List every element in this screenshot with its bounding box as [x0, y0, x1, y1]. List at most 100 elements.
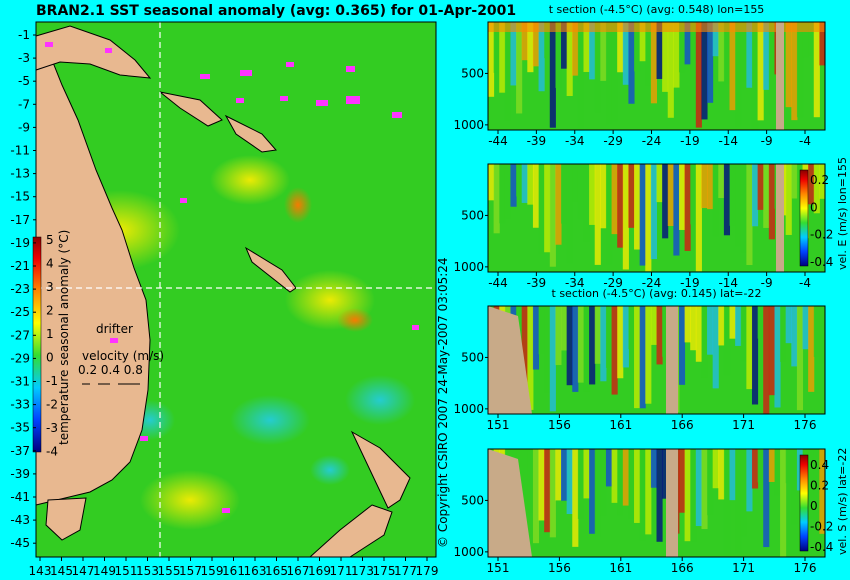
section-stripe	[768, 449, 775, 482]
section-colorbar-tick-label: 0.4	[810, 458, 829, 472]
section-stripe	[656, 164, 663, 203]
map-y-tick-label: -43	[10, 513, 30, 527]
section-stripe	[684, 306, 691, 343]
section-stripe	[645, 449, 652, 535]
section-stripe	[684, 164, 691, 251]
section-stripe	[527, 306, 534, 410]
section-stripe	[740, 22, 747, 82]
section-stripe	[549, 22, 556, 128]
section-stripe	[600, 306, 607, 382]
section-stripe	[538, 164, 545, 254]
section-stripe	[751, 22, 759, 130]
section-stripe	[785, 449, 792, 484]
section-stripe	[701, 164, 708, 209]
drifter-marker	[222, 508, 230, 513]
section-stripe	[589, 449, 596, 534]
section-stripe	[605, 306, 613, 368]
section-stripe	[555, 22, 562, 88]
section-stripe	[628, 306, 635, 350]
section-x-tick-label: 156	[548, 418, 571, 432]
map-y-tick-label: -29	[10, 351, 30, 365]
section-stripe	[605, 449, 613, 487]
drifter-marker	[236, 98, 244, 103]
section-stripe	[583, 449, 590, 499]
section-stripe	[566, 22, 573, 97]
map-y-tick-label: -27	[10, 328, 30, 342]
section-stripe	[712, 22, 719, 57]
section-stripe	[532, 306, 540, 370]
section-stripe	[723, 306, 731, 376]
section-stripe	[622, 164, 629, 270]
section-stripe	[622, 449, 629, 506]
section-stripe	[527, 449, 534, 513]
map-y-tick-label: -37	[10, 444, 30, 458]
section-stripe	[499, 22, 506, 93]
section-stripe	[634, 306, 641, 409]
map-x-tick-label: 163	[244, 564, 267, 578]
section-stripe	[813, 22, 820, 118]
section-x-tick-label: -29	[603, 276, 623, 290]
drifter-marker	[346, 96, 360, 104]
drifter-marker	[45, 42, 53, 47]
map-colorbar-tick-label: -4	[46, 445, 58, 459]
section-stripe	[740, 306, 747, 362]
drifter-marker	[412, 325, 419, 330]
section-stripe	[628, 449, 635, 519]
drifter-marker	[105, 48, 112, 53]
section-stripe	[600, 449, 607, 516]
map-y-tick-label: -33	[10, 398, 30, 412]
section-x-tick-label: 171	[732, 418, 755, 432]
section-stripe	[707, 22, 714, 103]
section-stripe	[499, 164, 506, 224]
section-stripe	[572, 164, 579, 202]
section-stripe	[662, 306, 669, 357]
section-land	[666, 449, 678, 557]
section-stripe	[740, 164, 747, 253]
cool-patch	[230, 395, 310, 445]
section-stripe	[634, 164, 641, 250]
section-stripe	[729, 449, 736, 501]
section-x-tick-label: 161	[609, 418, 632, 432]
section-colorbar-tick-label: 0	[810, 499, 818, 513]
map-y-axis: -1 -3 -5 -7 -9 -11 -13 -15 -17 -19 -21 -23 -25 -27 -29…	[10, 28, 36, 550]
map-colorbar-tick-label: 4	[46, 257, 54, 271]
section-stripe	[617, 164, 624, 248]
section-stripe	[802, 306, 809, 350]
section-stripe	[718, 449, 725, 500]
section-stripe	[583, 164, 590, 242]
section-stripe	[566, 164, 573, 264]
section-stripe	[617, 449, 624, 516]
section-y-tick-label: 1000	[453, 402, 484, 416]
section-stripe	[763, 306, 770, 414]
section-stripe	[555, 164, 562, 245]
section-x-tick-label: -24	[642, 276, 662, 290]
drifter-marker	[240, 70, 252, 76]
section-stripe	[740, 449, 747, 537]
hot-patch	[337, 308, 373, 332]
section-stripe	[538, 306, 545, 355]
section-stripe	[690, 449, 697, 542]
section-stripe	[667, 22, 674, 118]
section-stripe	[757, 22, 764, 121]
section-panel-temp-lat: t section (-4.5°C) (avg: 0.145) lat=-22 5…	[453, 287, 826, 432]
section-stripe	[516, 164, 523, 197]
section-x-tick-label: 151	[487, 561, 510, 575]
map-x-tick-label: 145	[50, 564, 73, 578]
png-land	[35, 25, 152, 79]
section-stripe	[718, 22, 725, 82]
section-stripe	[768, 22, 775, 115]
section-stripe	[634, 22, 641, 72]
section-stripe	[768, 164, 775, 240]
section-stripe	[695, 22, 702, 128]
map-y-tick-label: -1	[18, 28, 30, 42]
section-stripe	[645, 164, 652, 272]
map-y-tick-label: -39	[10, 467, 30, 481]
section-stripe	[532, 449, 540, 544]
map-y-tick-label: -23	[10, 282, 30, 296]
new-caledonia-land	[244, 246, 297, 293]
section-stripe	[634, 449, 641, 523]
map-y-tick-label: -5	[18, 74, 30, 88]
section-stripe	[566, 306, 573, 386]
section-stripe	[617, 22, 624, 73]
